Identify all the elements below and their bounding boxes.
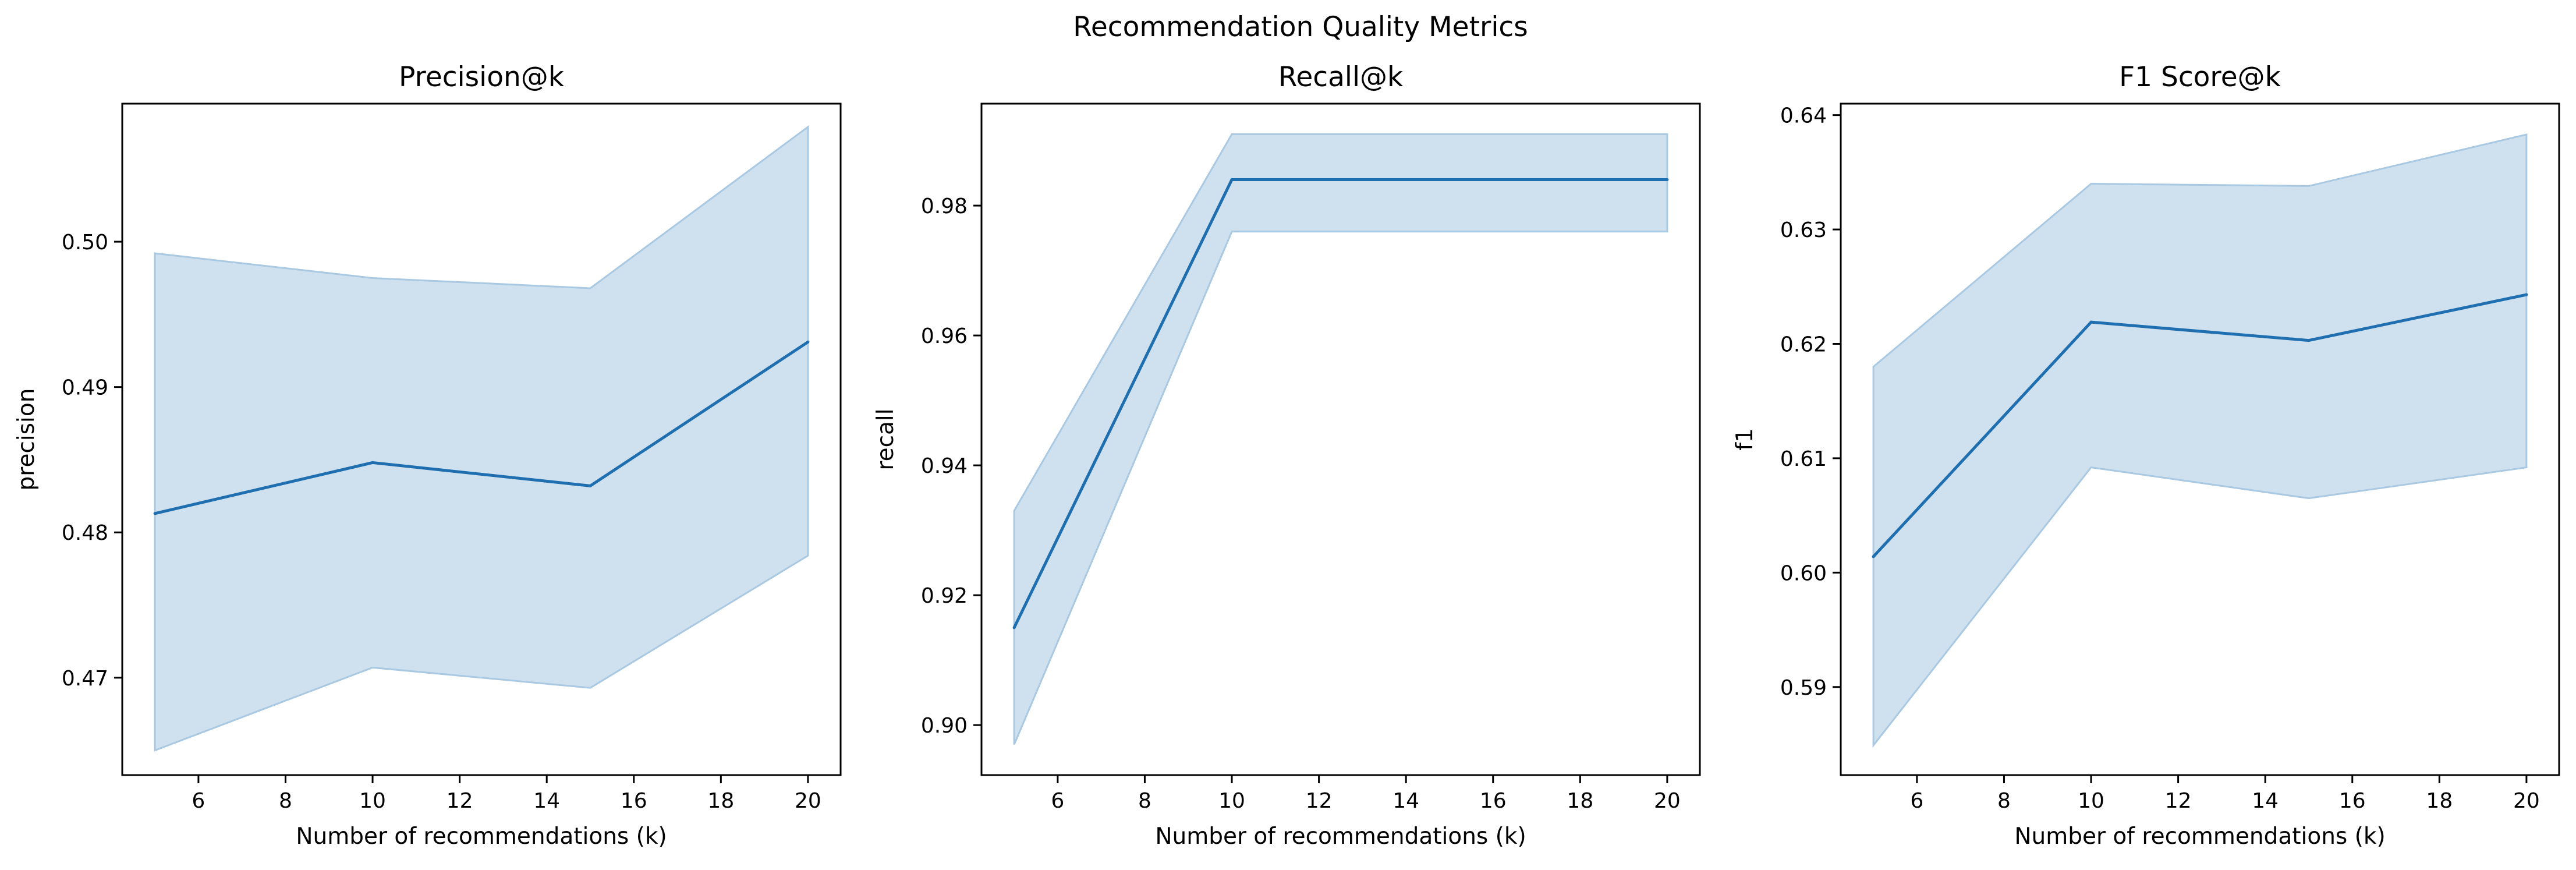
- x-axis-label: Number of recommendations (k): [1155, 823, 1526, 850]
- y-tick-label: 0.48: [62, 521, 108, 545]
- x-tick-label: 16: [1480, 789, 1507, 813]
- x-tick-label: 10: [2078, 789, 2104, 813]
- x-tick-label: 18: [2426, 789, 2453, 813]
- data-point: [371, 461, 374, 464]
- data-point: [1230, 178, 1234, 181]
- x-tick-label: 8: [1138, 789, 1151, 813]
- x-tick-label: 12: [1306, 789, 1333, 813]
- x-tick-label: 6: [1051, 789, 1064, 813]
- subplot-2: 6 8 10 12 14 16 18 20 0.90 0.92 0.94 0.96 0.98 Recall…: [873, 61, 1701, 850]
- y-tick-label: 0.62: [1780, 333, 1827, 356]
- y-axis-label: precision: [13, 388, 40, 491]
- x-tick-label: 6: [1910, 789, 1923, 813]
- x-tick-label: 16: [2339, 789, 2366, 813]
- data-point: [2525, 293, 2528, 296]
- x-tick-label: 10: [359, 789, 386, 813]
- x-tick-label: 10: [1218, 789, 1245, 813]
- data-point: [2089, 320, 2093, 324]
- x-tick-label: 8: [1997, 789, 2011, 813]
- y-tick-label: 0.50: [62, 231, 108, 254]
- x-tick-label: 20: [795, 789, 821, 813]
- axes-frame: [1840, 102, 2560, 776]
- x-axis-label: Number of recommendations (k): [2014, 823, 2385, 850]
- y-tick-label: 0.96: [921, 324, 968, 348]
- confidence-band: [1013, 133, 1668, 745]
- data-point: [1666, 178, 1669, 181]
- x-tick-label: 14: [533, 789, 560, 813]
- x-axis-label: Number of recommendations (k): [296, 823, 667, 850]
- y-tick-label: 0.47: [62, 667, 108, 691]
- axes-frame: [980, 102, 1701, 776]
- series-line: [154, 341, 809, 515]
- x-tick-label: 18: [707, 789, 734, 813]
- y-tick-label: 0.92: [921, 584, 968, 608]
- data-point: [2307, 339, 2311, 342]
- x-tick-label: 6: [192, 789, 205, 813]
- x-tick-label: 12: [2165, 789, 2192, 813]
- y-tick-label: 0.59: [1780, 676, 1827, 700]
- y-tick-label: 0.98: [921, 194, 968, 218]
- x-tick-label: 20: [1654, 789, 1681, 813]
- series-line: [1872, 293, 2527, 558]
- x-tick-label: 8: [279, 789, 292, 813]
- y-axis-label: recall: [873, 408, 899, 470]
- x-tick-label: 16: [621, 789, 647, 813]
- data-point: [589, 484, 592, 487]
- y-tick-label: 0.60: [1780, 561, 1827, 585]
- y-axis-label: f1: [1732, 428, 1758, 451]
- panel-title: F1 Score@k: [2119, 61, 2281, 93]
- y-tick-label: 0.64: [1780, 104, 1827, 128]
- figure-suptitle: Recommendation Quality Metrics: [1073, 11, 1528, 43]
- data-point: [1872, 555, 1875, 558]
- data-point: [1448, 178, 1451, 181]
- y-tick-label: 0.94: [921, 454, 968, 478]
- y-tick-label: 0.49: [62, 376, 108, 400]
- data-point: [806, 340, 810, 344]
- y-tick-label: 0.61: [1780, 447, 1827, 471]
- subplot-3: 6 8 10 12 14 16 18 20 0.59 0.60 0.61 0.62 0.63 0.64 F1…: [1732, 61, 2560, 850]
- y-tick-label: 0.90: [921, 714, 968, 738]
- x-tick-label: 18: [1567, 789, 1593, 813]
- x-tick-label: 14: [2252, 789, 2279, 813]
- x-tick-label: 20: [2513, 789, 2540, 813]
- x-tick-label: 14: [1392, 789, 1419, 813]
- x-tick-label: 12: [447, 789, 473, 813]
- panel-title: Precision@k: [399, 61, 565, 93]
- confidence-band: [1872, 133, 2528, 748]
- subplot-1: 6 8 10 12 14 16 18 20 0.47 0.48 0.49 0.50 Precision@…: [13, 61, 842, 850]
- panel-title: Recall@k: [1278, 61, 1404, 93]
- y-tick-label: 0.63: [1780, 218, 1827, 242]
- data-point: [1012, 626, 1016, 629]
- axes-frame: [121, 102, 842, 776]
- confidence-band: [154, 125, 809, 752]
- data-point: [153, 512, 157, 515]
- series-line: [1012, 178, 1667, 628]
